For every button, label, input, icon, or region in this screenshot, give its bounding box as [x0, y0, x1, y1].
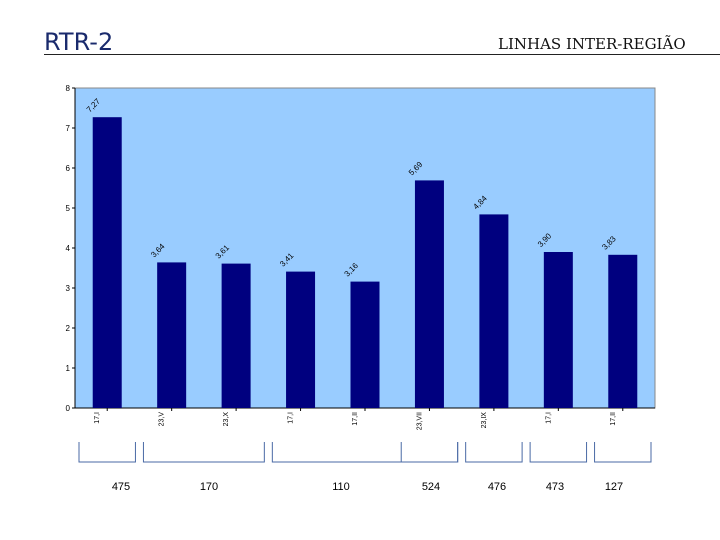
y-tick-label: 6	[66, 164, 71, 173]
bar	[286, 271, 316, 408]
bar	[92, 117, 122, 408]
bar	[157, 262, 187, 408]
y-tick-label: 7	[66, 124, 71, 133]
y-tick-label: 8	[66, 84, 71, 93]
group-label: 127	[605, 481, 623, 493]
category-label: 17,II	[610, 412, 617, 426]
group-bracket	[594, 442, 652, 463]
group-bracket	[142, 442, 265, 463]
category-label: 17,II	[352, 412, 359, 426]
group-label: 476	[488, 481, 506, 493]
bar	[221, 263, 251, 408]
group-bracket	[465, 442, 523, 463]
group-label: 110	[332, 481, 350, 493]
group-bracket	[400, 442, 459, 463]
group-label: 170	[200, 481, 218, 493]
page-subtitle: LINHAS INTER-REGIÃO	[498, 35, 686, 53]
group-bracket	[271, 442, 459, 463]
group-bracket	[78, 442, 136, 463]
title-rule	[44, 54, 720, 55]
bar	[350, 281, 380, 408]
category-label: 17,I	[288, 412, 295, 424]
bar	[479, 214, 509, 408]
category-label: 17,I	[94, 412, 101, 424]
category-label: 23,X	[223, 412, 230, 427]
y-tick-label: 0	[66, 404, 71, 413]
category-label: 17,I	[545, 412, 552, 424]
y-tick-label: 3	[66, 284, 71, 293]
category-label: 23,V	[159, 412, 166, 427]
group-bracket	[529, 442, 588, 463]
group-label: 475	[112, 481, 130, 493]
bar	[608, 254, 638, 408]
page-title: RTR-2	[44, 28, 114, 56]
group-label: 473	[546, 481, 564, 493]
category-label: 23,IX	[481, 412, 488, 429]
y-tick-label: 1	[66, 364, 71, 373]
y-tick-label: 2	[66, 324, 71, 333]
y-tick-label: 4	[66, 244, 71, 253]
y-tick-label: 5	[66, 204, 71, 213]
bar	[414, 180, 444, 408]
category-label: 23,VII	[416, 412, 423, 430]
bar	[543, 252, 573, 408]
group-label: 524	[422, 481, 440, 493]
